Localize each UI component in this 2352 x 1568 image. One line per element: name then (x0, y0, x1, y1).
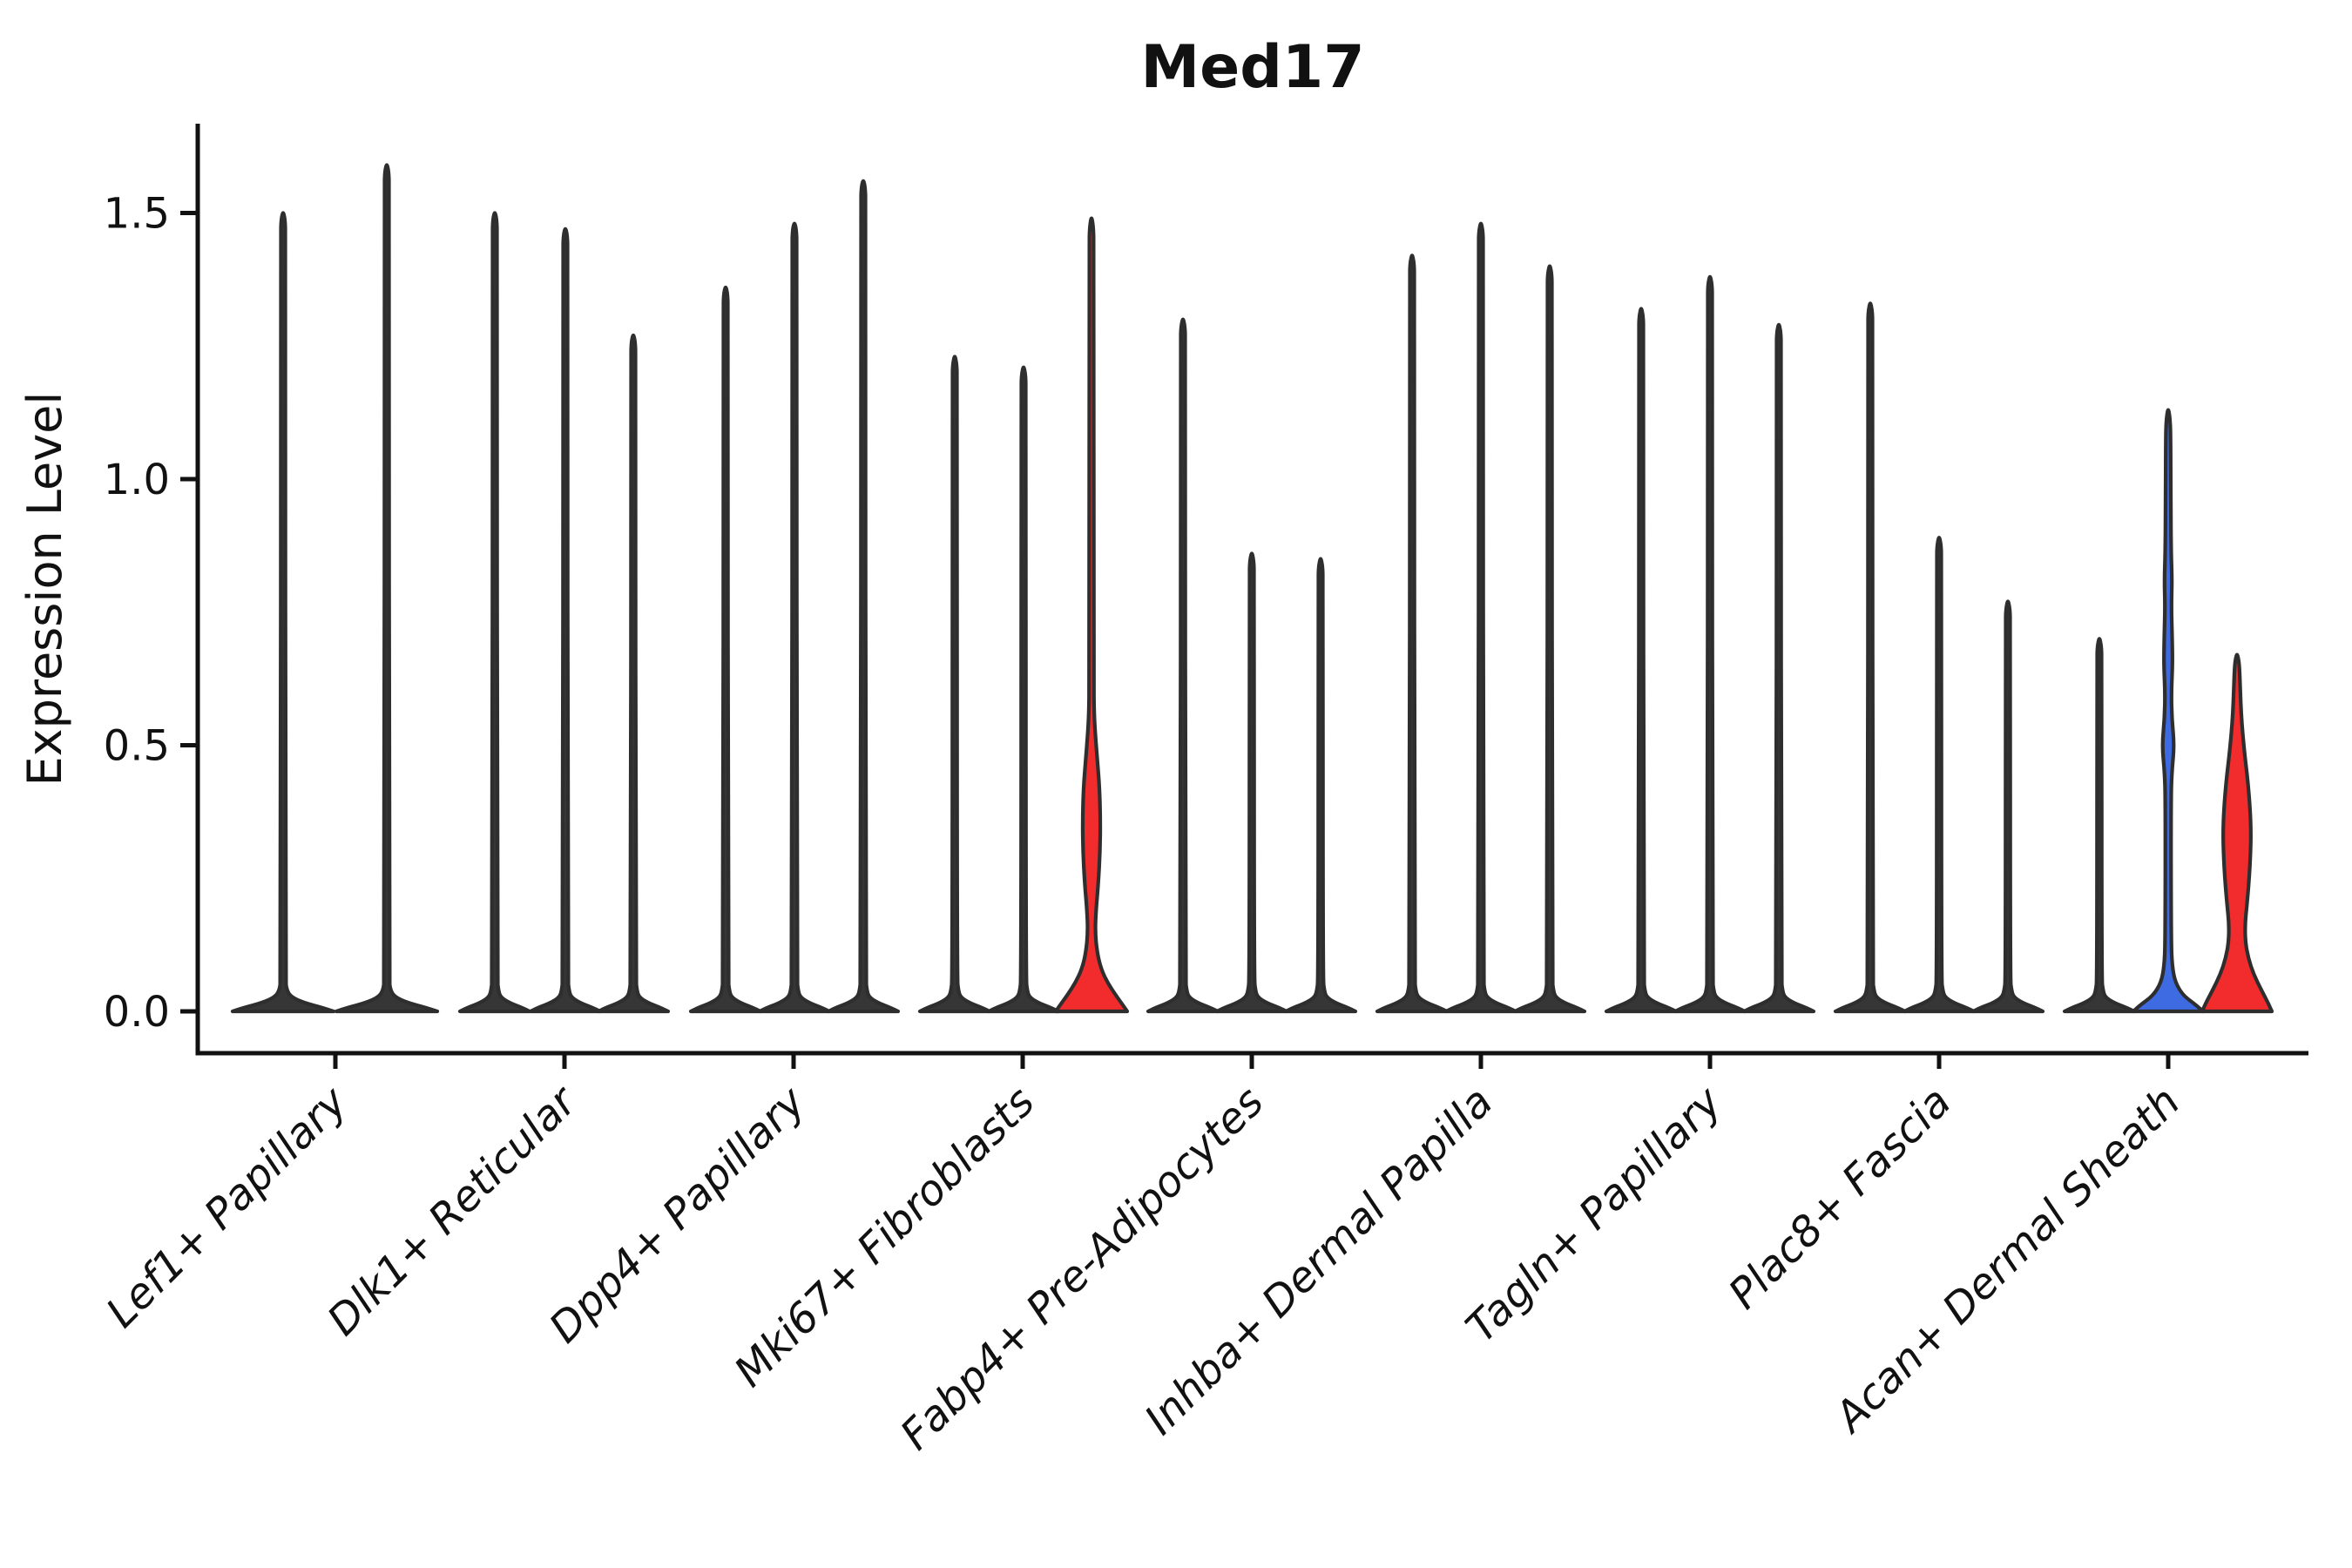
violin-3-2 (757, 221, 832, 1014)
violin-9-3 (2200, 652, 2274, 1014)
x-axis-label: Dpp4+ Papillary (540, 1077, 815, 1352)
y-tick-label: 0.0 (104, 988, 170, 1037)
violin-1-1 (230, 211, 336, 1014)
violin-6-1 (1375, 253, 1450, 1014)
violin-3-3 (826, 179, 901, 1014)
violin-2-2 (528, 226, 603, 1014)
y-axis-title: Expression Level (17, 392, 72, 787)
plot-title: Med17 (1140, 33, 1364, 102)
violin-9-1 (2062, 637, 2137, 1014)
violin-7-3 (1741, 322, 1816, 1014)
violin-6-3 (1512, 264, 1587, 1014)
violin-8-1 (1833, 301, 1908, 1014)
x-axis-label: Tagln+ Papillary (1456, 1077, 1732, 1352)
x-axis-label: Fabp4+ Pre-Adipocytes (891, 1078, 1274, 1460)
violin-9-2 (2131, 408, 2206, 1014)
violin-8-2 (1902, 536, 1977, 1014)
violin-4-3 (1053, 216, 1130, 1014)
y-tick-label: 1.5 (104, 190, 170, 239)
violin-1-2 (334, 163, 440, 1014)
y-tick-label: 0.5 (104, 722, 170, 771)
violin-5-1 (1146, 317, 1220, 1014)
violin-7-1 (1604, 307, 1679, 1014)
violin-6-2 (1443, 221, 1518, 1014)
violin-2-3 (596, 333, 671, 1014)
violin-3-1 (688, 285, 763, 1014)
violin-8-3 (1970, 599, 2045, 1014)
violin-4-1 (917, 355, 992, 1014)
y-tick-label: 1.0 (104, 456, 170, 504)
violin-5-3 (1283, 557, 1358, 1014)
violin-4-2 (986, 365, 1061, 1014)
violin-2-1 (457, 211, 532, 1014)
violins-layer (230, 163, 2274, 1014)
x-axis-label: Plac8+ Fascia (1720, 1078, 1961, 1319)
x-axis-label: Lef1+ Papillary (97, 1077, 357, 1337)
x-axis-label: Dlk1+ Reticular (318, 1076, 588, 1346)
violin-7-2 (1673, 274, 1747, 1014)
violin-5-2 (1214, 551, 1289, 1014)
